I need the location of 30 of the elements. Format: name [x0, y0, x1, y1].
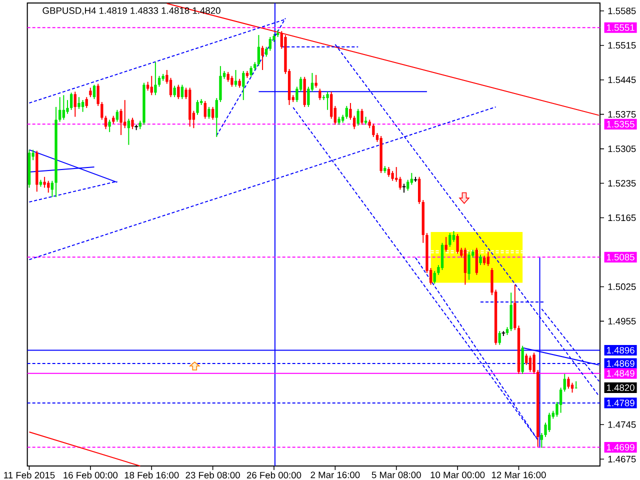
x-tick-label: 23 Feb 08:00	[186, 472, 240, 478]
x-tick-label: 16 Feb 00:00	[64, 472, 118, 478]
ref-line-label: 1.5551	[606, 24, 634, 31]
x-tick-label: 12 Mar 16:00	[492, 472, 546, 478]
y-tick-label: 1.4955	[608, 318, 636, 324]
x-tick-label: 10 Mar 00:00	[430, 472, 485, 478]
chart-title: GBPUSD,H4 1.4819 1.4833 1.4818 1.4820	[42, 7, 220, 15]
text: 1.4820	[606, 384, 634, 391]
x-tick-label: 11 Feb 2015	[4, 472, 55, 478]
y-tick-label: 1.4675	[608, 456, 636, 462]
x-tick-label: 26 Feb 00:00	[246, 472, 302, 478]
x-tick-label: 5 Mar 08:00	[372, 472, 421, 478]
ref-line-label: 1.4699	[606, 444, 634, 451]
ref-line-label: 1.4789	[606, 400, 634, 406]
x-tick-label: 2 Mar 16:00	[310, 472, 360, 478]
ref-line-label: 1.4896	[606, 346, 634, 354]
x-tick-label: 18 Feb 16:00	[124, 472, 179, 478]
y-tick-label: 1.5235	[608, 180, 636, 187]
ref-line-label: 1.4869	[606, 360, 634, 367]
y-tick-label: 1.5445	[608, 76, 636, 84]
y-tick-label: 1.5025	[608, 283, 636, 290]
y-tick-label: 1.5305	[608, 146, 636, 152]
ref-line-label: 1.4849	[606, 370, 634, 377]
y-tick-label: 1.4745	[608, 421, 636, 428]
ref-line-label: 1.5355	[606, 120, 634, 128]
y-tick-label: 1.5375	[608, 111, 636, 118]
y-tick-label: 1.5165	[608, 214, 636, 222]
y-tick-label: 1.5585	[608, 8, 636, 14]
y-tick-label: 1.5515	[608, 42, 636, 49]
ref-line-label: 1.5085	[606, 254, 634, 260]
